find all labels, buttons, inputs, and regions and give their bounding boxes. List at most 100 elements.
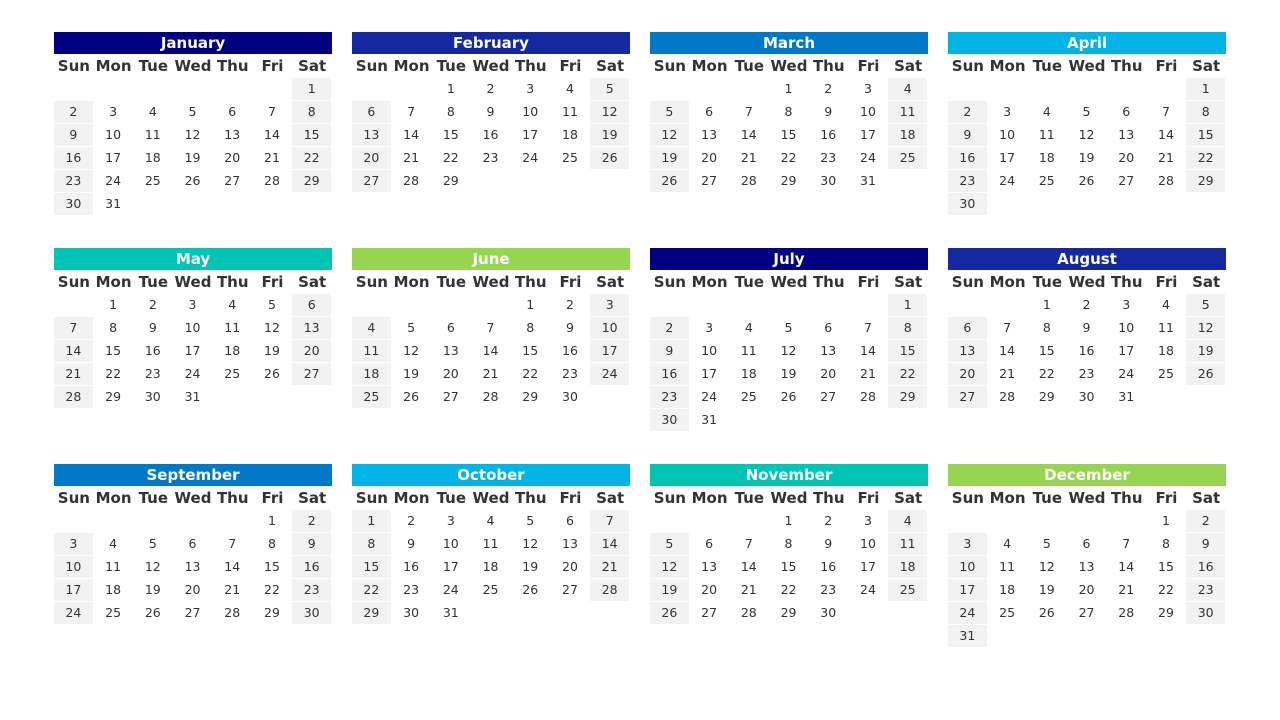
day-cell: 10 <box>701 343 718 358</box>
day-cell: 21 <box>54 363 93 385</box>
day-cell: 22 <box>105 366 122 381</box>
day-cell: 5 <box>784 320 793 335</box>
day-cell: 17 <box>948 579 987 601</box>
weekday-label: Sun <box>653 57 686 75</box>
day-cell: 28 <box>590 579 630 601</box>
day-cell: 29 <box>1186 170 1226 192</box>
weekday-label: Tue <box>138 273 169 291</box>
weekday-label: Mon <box>989 57 1026 75</box>
day-cell: 11 <box>888 533 928 555</box>
empty-cell <box>54 294 93 316</box>
day-cell: 13 <box>701 127 718 142</box>
week-row: 26 27 28 29 30 31 <box>650 170 928 193</box>
day-cell: 11 <box>1158 320 1174 335</box>
day-cell: 7 <box>54 317 93 339</box>
empty-cell <box>292 386 331 408</box>
day-cell: 28 <box>740 605 757 620</box>
day-cell: 19 <box>1038 582 1055 597</box>
day-cell: 27 <box>562 582 578 597</box>
week-row: 15 16 17 18 19 20 21 <box>352 556 630 579</box>
day-cell: 30 <box>650 409 689 431</box>
day-cell: 11 <box>888 101 928 123</box>
day-cell: 29 <box>888 386 928 408</box>
weekday-label: Tue <box>734 273 765 291</box>
day-cell: 20 <box>224 150 241 165</box>
day-cell: 19 <box>264 343 280 358</box>
day-cell: 9 <box>292 533 332 555</box>
weekday-label: Sat <box>1192 489 1221 507</box>
day-cell: 16 <box>948 147 987 169</box>
weekday-row: Sun Mon Tue Wed Thu Fri Sat <box>54 270 332 294</box>
empty-cell <box>54 510 93 532</box>
day-cell: 15 <box>1158 559 1174 574</box>
day-cell: 3 <box>526 81 535 96</box>
day-cell: 13 <box>292 317 332 339</box>
day-cell: 10 <box>860 104 876 119</box>
empty-cell <box>1186 193 1225 215</box>
empty-cell <box>392 78 431 100</box>
empty-cell <box>253 193 292 215</box>
day-cell: 28 <box>264 173 280 188</box>
day-cell: 4 <box>109 536 118 551</box>
weekday-label: Wed <box>1068 273 1106 291</box>
week-row: 30 <box>948 193 1226 216</box>
weekday-row: Sun Mon Tue Wed Thu Fri Sat <box>352 54 630 78</box>
weekday-label: Fri <box>1155 489 1178 507</box>
day-cell: 4 <box>486 513 495 528</box>
weekday-row: Sun Mon Tue Wed Thu Fri Sat <box>352 270 630 294</box>
day-cell: 20 <box>292 340 332 362</box>
day-cell: 30 <box>1078 389 1095 404</box>
day-cell: 29 <box>780 605 797 620</box>
day-cell: 8 <box>526 320 535 335</box>
day-cell: 15 <box>888 340 928 362</box>
week-row: 10 11 12 13 14 15 16 <box>948 556 1226 579</box>
empty-cell <box>988 625 1027 647</box>
day-cell: 5 <box>188 104 197 119</box>
weekday-label: Sat <box>596 273 625 291</box>
day-cell: 21 <box>1118 582 1135 597</box>
empty-cell <box>590 386 629 408</box>
day-cell: 28 <box>1118 605 1135 620</box>
week-row: 1 2 3 4 5 6 <box>54 294 332 317</box>
empty-cell <box>511 170 550 192</box>
day-cell: 3 <box>948 533 987 555</box>
day-cell: 14 <box>54 340 93 362</box>
day-cell: 28 <box>860 389 876 404</box>
week-row: 9 10 11 12 13 14 15 <box>54 124 332 147</box>
day-cell: 29 <box>1158 605 1174 620</box>
empty-cell <box>988 510 1027 532</box>
empty-cell <box>988 294 1027 316</box>
week-row: 19 20 21 22 23 24 25 <box>650 147 928 170</box>
day-cell: 8 <box>109 320 118 335</box>
day-cell: 29 <box>780 173 797 188</box>
month-header: August <box>948 248 1226 270</box>
empty-cell <box>1027 193 1066 215</box>
day-cell: 24 <box>590 363 630 385</box>
day-cell: 27 <box>352 170 391 192</box>
day-cell: 13 <box>1078 559 1095 574</box>
empty-cell <box>1067 510 1106 532</box>
day-cell: 12 <box>1078 127 1095 142</box>
empty-cell <box>690 294 729 316</box>
weekday-label: Mon <box>95 489 132 507</box>
day-cell: 3 <box>1122 297 1131 312</box>
day-cell: 6 <box>705 104 714 119</box>
day-cell: 5 <box>407 320 416 335</box>
weekday-label: Tue <box>1032 273 1063 291</box>
empty-cell <box>690 510 729 532</box>
weekday-label: Fri <box>559 273 582 291</box>
day-cell: 15 <box>292 124 332 146</box>
day-cell: 16 <box>820 127 837 142</box>
weekday-row: Sun Mon Tue Wed Thu Fri Sat <box>54 54 332 78</box>
day-cell: 30 <box>820 605 837 620</box>
weekday-label: Sun <box>951 489 984 507</box>
empty-cell <box>253 386 292 408</box>
day-cell: 15 <box>522 343 539 358</box>
weekday-label: Sun <box>951 57 984 75</box>
day-cell: 22 <box>888 363 928 385</box>
week-row: 1 2 3 4 <box>650 510 928 533</box>
day-cell: 10 <box>522 104 539 119</box>
week-row: 29 30 31 <box>352 602 630 625</box>
empty-cell <box>590 602 629 624</box>
